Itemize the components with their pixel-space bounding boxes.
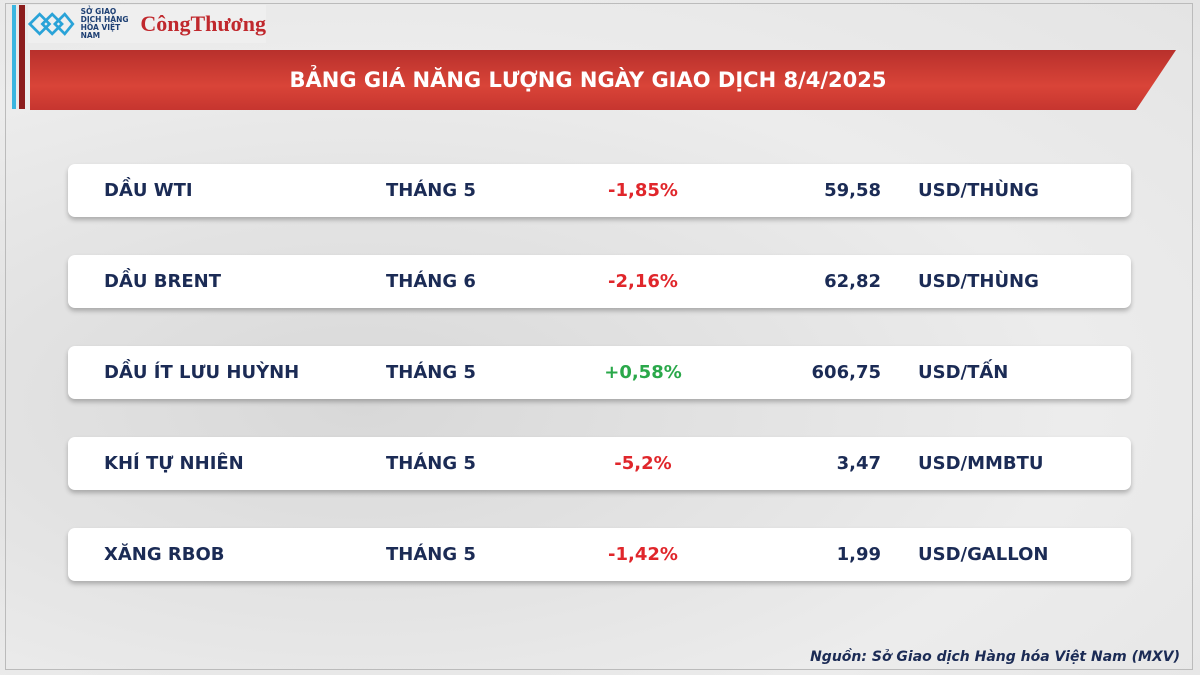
mxv-logo-text: SỞ GIAO DỊCH HÀNG HÓA VIỆT NAM [80, 7, 129, 40]
unit: USD/TẤN [918, 362, 1009, 383]
contract-month: THÁNG 6 [386, 271, 476, 292]
commodity-name: KHÍ TỰ NHIÊN [104, 453, 244, 474]
unit: USD/THÙNG [918, 271, 1039, 292]
contract-month: THÁNG 5 [386, 544, 476, 565]
commodity-name: DẦU WTI [104, 180, 193, 201]
frame [5, 3, 1193, 670]
price: 62,82 [824, 271, 881, 292]
congthuong-logo: CôngThương [140, 11, 266, 36]
unit: USD/MMBTU [918, 453, 1044, 474]
unit: USD/GALLON [918, 544, 1049, 565]
table-row: XĂNG RBOB THÁNG 5 -1,42% 1,99 USD/GALLON [68, 528, 1131, 581]
page-title: BẢNG GIÁ NĂNG LƯỢNG NGÀY GIAO DỊCH 8/4/2… [289, 68, 887, 92]
change-percent: -5,2% [614, 453, 672, 474]
title-banner: BẢNG GIÁ NĂNG LƯỢNG NGÀY GIAO DỊCH 8/4/2… [30, 50, 1176, 110]
mxv-logo-icon [28, 12, 75, 36]
contract-month: THÁNG 5 [386, 453, 476, 474]
accent-bar-red [19, 5, 25, 109]
price: 3,47 [836, 453, 881, 474]
price: 59,58 [824, 180, 881, 201]
table-row: DẦU WTI THÁNG 5 -1,85% 59,58 USD/THÙNG [68, 164, 1131, 217]
table-row: DẦU BRENT THÁNG 6 -2,16% 62,82 USD/THÙNG [68, 255, 1131, 308]
change-percent: -1,85% [608, 180, 678, 201]
commodity-name: DẦU ÍT LƯU HUỲNH [104, 362, 300, 383]
commodity-name: DẦU BRENT [104, 271, 221, 292]
change-percent: +0,58% [604, 362, 682, 383]
change-percent: -2,16% [608, 271, 678, 292]
change-percent: -1,42% [608, 544, 678, 565]
table-row: KHÍ TỰ NHIÊN THÁNG 5 -5,2% 3,47 USD/MMBT… [68, 437, 1131, 490]
logo: SỞ GIAO DỊCH HÀNG HÓA VIỆT NAM CôngThươn… [28, 5, 266, 43]
source-note: Nguồn: Sở Giao dịch Hàng hóa Việt Nam (M… [810, 649, 1180, 665]
accent-bar-blue [12, 5, 16, 109]
contract-month: THÁNG 5 [386, 362, 476, 383]
table-row: DẦU ÍT LƯU HUỲNH THÁNG 5 +0,58% 606,75 U… [68, 346, 1131, 399]
price: 1,99 [836, 544, 881, 565]
commodity-name: XĂNG RBOB [104, 544, 225, 565]
unit: USD/THÙNG [918, 180, 1039, 201]
price: 606,75 [811, 362, 881, 383]
contract-month: THÁNG 5 [386, 180, 476, 201]
